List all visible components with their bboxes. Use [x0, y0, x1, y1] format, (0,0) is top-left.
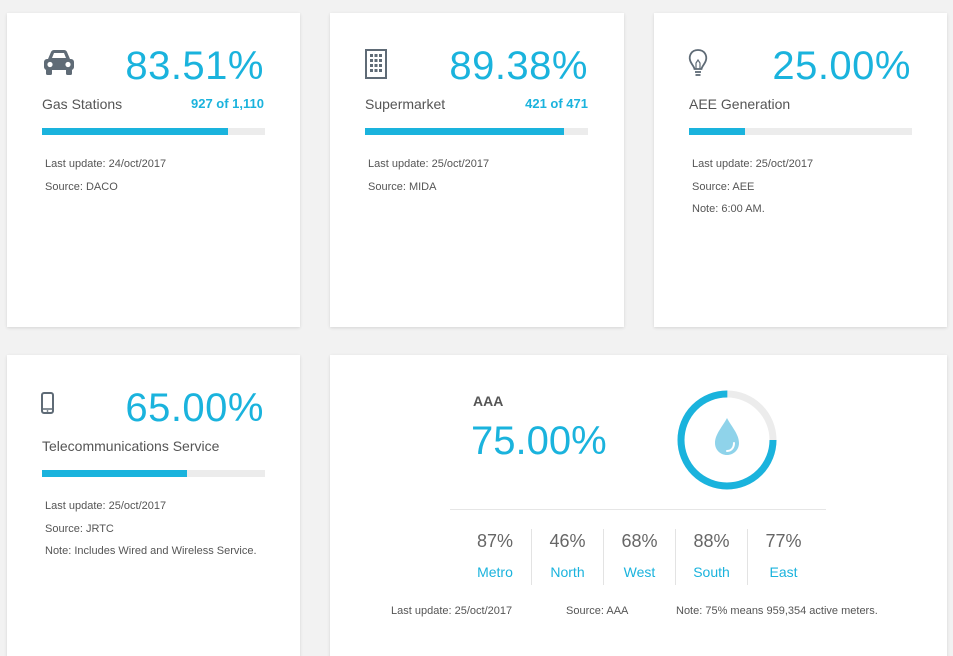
note: Note: 6:00 AM.	[692, 203, 765, 215]
progress-bar	[42, 470, 265, 477]
region-link[interactable]: East	[769, 564, 798, 580]
percentage-value: 83.51%	[125, 44, 264, 88]
region-value: 46%	[549, 531, 586, 551]
supermarket-card: 89.38% Supermarket 421 of 471 Last updat…	[330, 13, 624, 327]
last-update: Last update: 24/oct/2017	[45, 158, 167, 170]
last-update: Last update: 25/oct/2017	[368, 158, 490, 170]
count-value: 421 of 471	[525, 96, 588, 111]
card-label: Telecommunications Service	[42, 438, 220, 454]
progress-bar	[365, 128, 588, 135]
note: Note: 75% means 959,354 active meters.	[676, 605, 878, 617]
progress-fill	[42, 470, 187, 477]
source: Source: DACO	[45, 180, 118, 193]
card-meta: Last update: 25/oct/2017 Source: AEE Not…	[692, 153, 813, 221]
progress-fill	[365, 128, 565, 135]
divider	[450, 509, 826, 510]
aaa-card: AAA 75.00% 87% Metro 46% North 68% West …	[330, 355, 947, 656]
card-meta: Last update: 24/oct/2017 Source: DACO	[45, 153, 166, 198]
source: Source: AEE	[692, 180, 755, 193]
percentage-value: 89.38%	[449, 44, 588, 88]
region-value: 88%	[693, 531, 730, 551]
last-update: Last update: 25/oct/2017	[692, 158, 814, 170]
card-meta: Last update: 25/oct/2017 Source: JRTC No…	[45, 495, 257, 563]
source: Source: JRTC	[45, 522, 114, 535]
source: Source: AAA	[566, 605, 629, 617]
last-update: Last update: 25/oct/2017	[391, 605, 513, 617]
region-value: 87%	[476, 531, 514, 551]
progress-bar	[689, 128, 912, 135]
building-icon	[365, 49, 387, 79]
card-label: Supermarket	[365, 96, 446, 112]
progress-fill	[42, 128, 229, 135]
lightbulb-icon	[688, 49, 708, 76]
region-link[interactable]: North	[550, 564, 585, 580]
water-drop-icon	[715, 418, 739, 455]
count-value: 927 of 1,110	[191, 96, 264, 111]
region-north: 46% North	[531, 529, 603, 585]
phone-icon	[41, 392, 54, 414]
percentage-value: 75.00%	[471, 419, 607, 463]
region-link[interactable]: Metro	[477, 564, 513, 580]
car-icon	[44, 50, 74, 75]
telecommunications-card: 65.00% Telecommunications Service Last u…	[7, 355, 300, 656]
gas-stations-card: 83.51% Gas Stations 927 of 1,110 Last up…	[7, 13, 300, 327]
region-west: 68% West	[603, 529, 675, 585]
percentage-value: 65.00%	[125, 386, 264, 430]
percentage-value: 25.00%	[772, 44, 911, 88]
region-stats: 87% Metro 46% North 68% West 88% South 7…	[459, 529, 819, 585]
region-value: 68%	[621, 531, 658, 551]
last-update: Last update: 25/oct/2017	[45, 500, 167, 512]
progress-ring	[677, 390, 777, 490]
region-metro: 87% Metro	[459, 529, 531, 585]
region-east: 77% East	[747, 529, 819, 585]
aee-generation-card: 25.00% AEE Generation Last update: 25/oc…	[654, 13, 947, 327]
note: Note: Includes Wired and Wireless Servic…	[45, 545, 257, 557]
region-south: 88% South	[675, 529, 747, 585]
progress-bar	[42, 128, 265, 135]
aaa-title: AAA	[473, 393, 504, 409]
card-meta: Last update: 25/oct/2017 Source: MIDA	[368, 153, 489, 198]
progress-ring-arc	[677, 390, 777, 490]
region-value: 77%	[765, 531, 802, 551]
card-label: Gas Stations	[42, 96, 123, 112]
region-link[interactable]: South	[693, 564, 730, 580]
source: Source: MIDA	[368, 180, 437, 193]
card-label: AEE Generation	[689, 96, 791, 112]
region-link[interactable]: West	[623, 564, 656, 580]
progress-fill	[689, 128, 745, 135]
